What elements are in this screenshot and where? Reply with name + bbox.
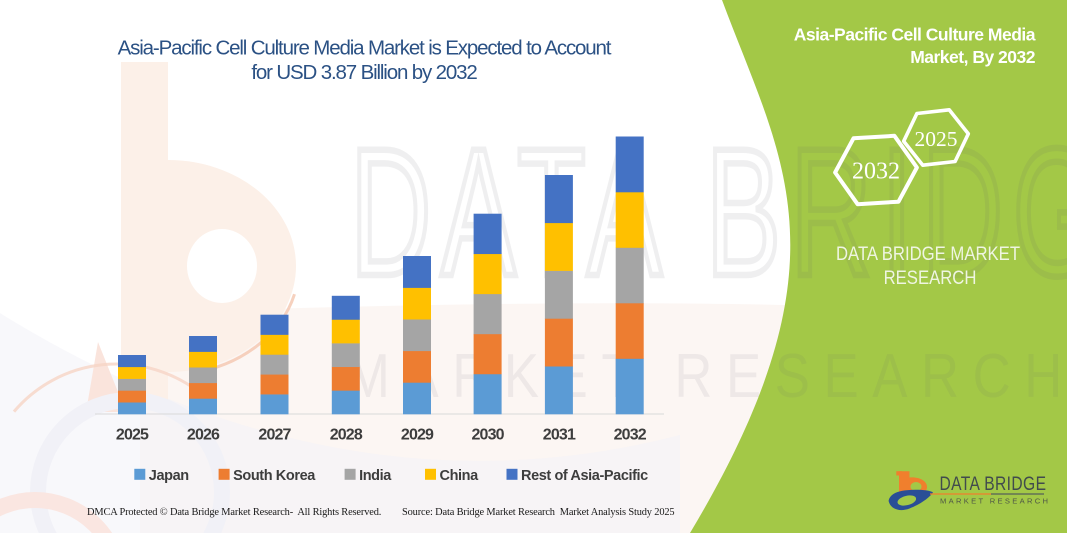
svg-text:South Korea: South Korea bbox=[233, 468, 316, 484]
svg-text:India: India bbox=[359, 468, 392, 484]
svg-text:DMCA Protected © Data Bridge M: DMCA Protected © Data Bridge Market Rese… bbox=[87, 507, 381, 518]
svg-text:2032: 2032 bbox=[852, 159, 900, 185]
svg-text:Source: Data Bridge Market Res: Source: Data Bridge Market Research Mark… bbox=[402, 507, 674, 518]
svg-text:2025: 2025 bbox=[915, 127, 958, 151]
svg-text:MARKET RESEARCH: MARKET RESEARCH bbox=[940, 497, 1050, 506]
svg-text:Rest of Asia-Pacific: Rest of Asia-Pacific bbox=[521, 468, 648, 484]
svg-text:China: China bbox=[440, 468, 480, 484]
svg-text:DATA BRIDGE MARKET: DATA BRIDGE MARKET bbox=[836, 243, 1020, 264]
svg-text:MARKET RESEARCH: MARKET RESEARCH bbox=[346, 342, 1067, 411]
svg-text:Market, By 2032: Market, By 2032 bbox=[910, 47, 1036, 67]
svg-text:RESEARCH: RESEARCH bbox=[884, 267, 977, 288]
svg-text:2030: 2030 bbox=[471, 427, 504, 444]
svg-text:2026: 2026 bbox=[187, 427, 220, 444]
svg-text:2032: 2032 bbox=[614, 427, 647, 444]
svg-text:DATA BRIDGE: DATA BRIDGE bbox=[940, 472, 1047, 494]
svg-text:2029: 2029 bbox=[401, 427, 434, 444]
svg-text:Asia-Pacific Cell Culture Medi: Asia-Pacific Cell Culture Media Market i… bbox=[118, 37, 612, 60]
svg-text:2027: 2027 bbox=[258, 427, 291, 444]
svg-text:Asia-Pacific Cell Culture Medi: Asia-Pacific Cell Culture Media bbox=[794, 25, 1036, 45]
svg-text:for USD 3.87 Billion by 2032: for USD 3.87 Billion by 2032 bbox=[251, 61, 477, 84]
svg-text:2028: 2028 bbox=[330, 427, 363, 444]
svg-text:2031: 2031 bbox=[543, 427, 576, 444]
svg-text:Japan: Japan bbox=[149, 468, 189, 484]
svg-text:2025: 2025 bbox=[116, 427, 149, 444]
svg-text:DATA BRIDGE: DATA BRIDGE bbox=[350, 112, 1067, 315]
